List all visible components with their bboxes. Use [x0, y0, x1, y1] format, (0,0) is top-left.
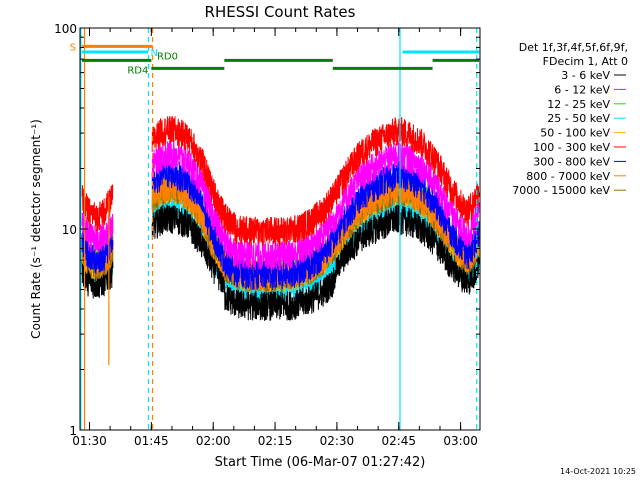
chart-title: RHESSI Count Rates	[205, 3, 356, 21]
series-line	[151, 116, 480, 247]
series-100-300kev	[81, 116, 480, 247]
y-axis-label: Count Rate (s⁻¹ detector segment⁻¹)	[29, 119, 43, 339]
series-line	[151, 140, 480, 271]
legend-header: FDecim 1, Att 0	[543, 55, 628, 68]
state-label: S	[70, 42, 76, 53]
legend-label: 7000 - 15000 keV	[512, 184, 610, 197]
series-layer	[81, 116, 480, 366]
x-tick-label: 02:45	[381, 434, 416, 448]
legend-label: 6 - 12 keV	[554, 83, 610, 96]
y-tick-label: 10	[62, 223, 77, 237]
footer-date: 14-Oct-2021 10:25	[560, 467, 636, 476]
y-tick-label: 100	[54, 22, 77, 36]
legend-label: 800 - 7000 keV	[526, 170, 610, 183]
x-tick-label: 01:45	[134, 434, 169, 448]
legend: Det 1f,3f,4f,5f,6f,9f,FDecim 1, Att 03 -…	[512, 41, 628, 197]
state-label: RD0	[157, 51, 178, 62]
legend-label: 50 - 100 keV	[540, 127, 610, 140]
series-line	[81, 229, 114, 275]
x-tick-label: 01:30	[72, 434, 107, 448]
state-label: N	[151, 48, 158, 59]
series-line	[81, 212, 114, 253]
y-tick-label: 1	[69, 424, 77, 438]
legend-label: 300 - 800 keV	[533, 155, 610, 168]
x-tick-label: 03:00	[443, 434, 478, 448]
series-line	[81, 184, 114, 232]
legend-label: 100 - 300 keV	[533, 141, 610, 154]
series-line	[81, 258, 114, 299]
series-6-12kev	[81, 140, 480, 271]
series-3-6kev	[81, 204, 480, 321]
legend-header: Det 1f,3f,4f,5f,6f,9f,	[519, 41, 628, 54]
x-tick-label: 02:00	[196, 434, 231, 448]
state-label: RD4	[127, 65, 148, 76]
x-axis-label: Start Time (06-Mar-07 01:27:42)	[215, 455, 426, 470]
x-tick-label: 02:30	[320, 434, 355, 448]
legend-label: 12 - 25 keV	[547, 98, 610, 111]
series-line	[151, 204, 480, 321]
vertical-markers	[80, 28, 478, 430]
axes: 1 10 100 01:30 01:45 02:00 02:15 02:30 02:45 03:0…	[54, 22, 480, 448]
legend-label: 3 - 6 keV	[561, 69, 610, 82]
x-tick-label: 02:15	[258, 434, 293, 448]
legend-label: 25 - 50 keV	[547, 112, 610, 125]
